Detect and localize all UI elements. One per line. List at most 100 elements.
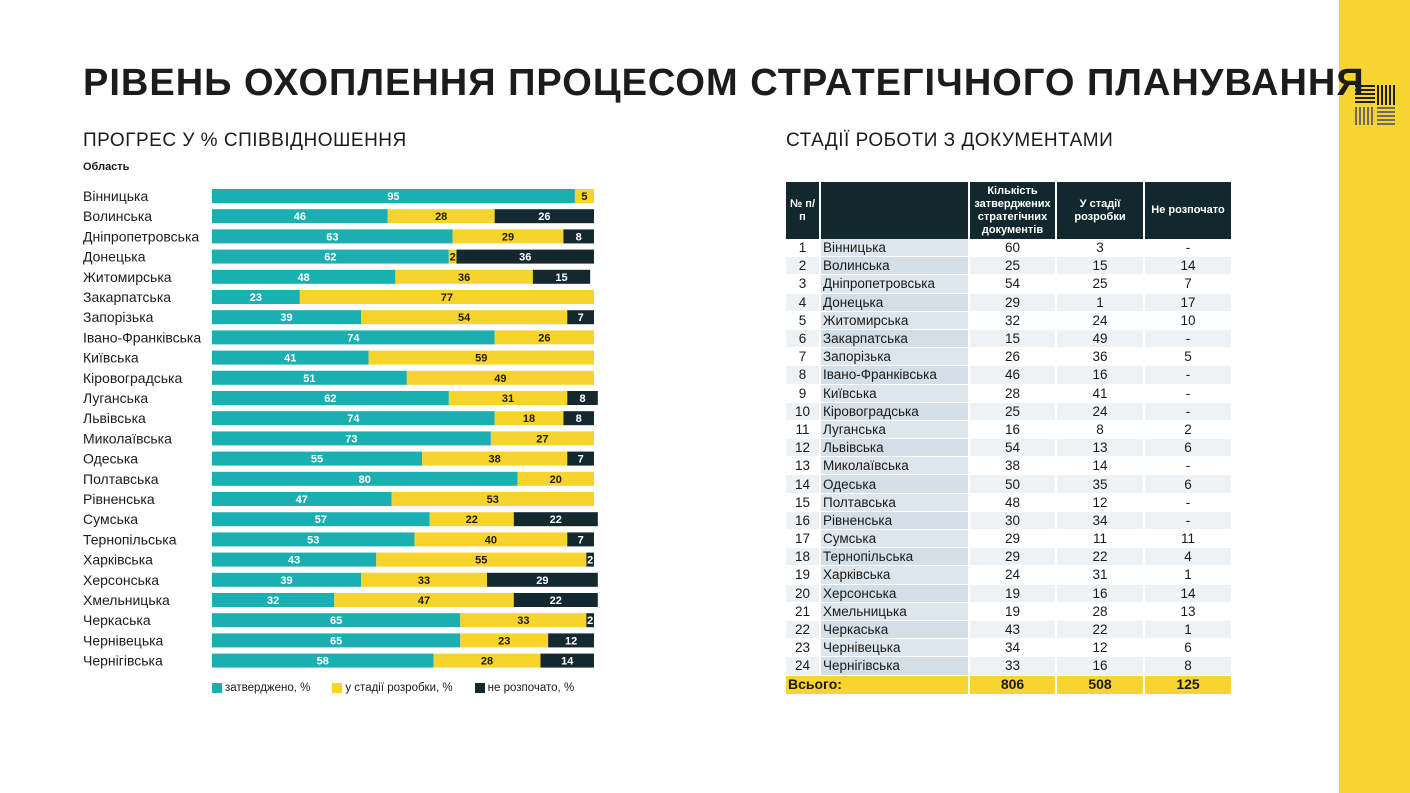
data-label: 62 bbox=[324, 393, 336, 405]
row-region: Хмельницька bbox=[820, 602, 970, 621]
row-in-progress: 35 bbox=[1056, 474, 1145, 494]
row-number: 4 bbox=[786, 293, 821, 312]
data-label: 14 bbox=[561, 656, 574, 668]
row-in-progress: 8 bbox=[1056, 420, 1145, 440]
data-label: 5 bbox=[581, 191, 587, 203]
row-in-progress: 49 bbox=[1056, 329, 1145, 349]
total-not-started: 125 bbox=[1144, 675, 1233, 695]
bar-segment-in-progress bbox=[376, 552, 587, 567]
bar-segment-approved bbox=[212, 370, 407, 385]
accent-side-bar bbox=[1339, 0, 1410, 793]
category-label: Волинська bbox=[83, 208, 152, 224]
row-number: 11 bbox=[786, 420, 821, 440]
row-number: 1 bbox=[786, 239, 821, 258]
bar-segment-not-started bbox=[586, 613, 594, 628]
row-not-started: - bbox=[1144, 365, 1233, 385]
bar-segment-in-progress bbox=[406, 370, 594, 385]
table-row: 12 Львівська 54 13 6 bbox=[786, 438, 1233, 458]
row-region: Сумська bbox=[820, 529, 970, 549]
row-region: Луганська bbox=[820, 420, 970, 440]
bar-segment-not-started bbox=[513, 512, 598, 527]
table-row: 15 Полтавська 48 12- bbox=[786, 493, 1233, 512]
data-label: 62 bbox=[324, 252, 336, 264]
data-label: 2 bbox=[587, 615, 593, 627]
bar-segment-not-started bbox=[540, 653, 594, 668]
data-label: 15 bbox=[555, 272, 567, 284]
data-label: 43 bbox=[288, 555, 300, 567]
bar-segment-approved bbox=[212, 512, 430, 527]
row-region: Харківська bbox=[820, 565, 970, 585]
table-subtitle: СТАДІЇ РОБОТИ З ДОКУМЕНТАМИ bbox=[786, 130, 1114, 151]
bar-segment-not-started bbox=[513, 593, 598, 607]
row-not-started: - bbox=[1144, 329, 1233, 349]
data-label: 23 bbox=[250, 292, 262, 304]
data-label: 23 bbox=[498, 635, 510, 647]
data-label: 47 bbox=[418, 595, 430, 607]
data-label: 8 bbox=[576, 413, 582, 425]
data-label: 58 bbox=[317, 656, 329, 668]
bar-segment-not-started bbox=[456, 249, 594, 264]
row-region: Закарпатська bbox=[820, 329, 970, 349]
bar-segment-in-progress bbox=[368, 350, 594, 365]
bar-segment-approved bbox=[212, 189, 575, 203]
row-not-started: - bbox=[1144, 511, 1233, 531]
row-number: 20 bbox=[786, 584, 821, 603]
category-label: Київська bbox=[83, 350, 139, 366]
row-approved: 60 bbox=[969, 239, 1057, 258]
row-approved: 26 bbox=[969, 347, 1057, 367]
row-approved: 29 bbox=[969, 293, 1057, 312]
bar-segment-in-progress bbox=[452, 229, 564, 244]
category-label: Запорізька bbox=[83, 309, 154, 325]
data-label: 53 bbox=[307, 534, 319, 546]
row-number: 16 bbox=[786, 511, 821, 531]
bar-segment-approved bbox=[212, 350, 369, 365]
row-number: 23 bbox=[786, 638, 821, 658]
row-in-progress: 31 bbox=[1056, 565, 1145, 585]
row-approved: 34 bbox=[969, 638, 1057, 658]
table-total-row: Всього: 806 508 125 bbox=[786, 675, 1233, 695]
bar-segment-not-started bbox=[494, 209, 594, 224]
category-label: Дніпропетровська bbox=[83, 228, 199, 244]
row-approved: 43 bbox=[969, 620, 1057, 640]
data-label: 22 bbox=[550, 595, 562, 607]
data-label: 95 bbox=[387, 191, 399, 203]
row-in-progress: 41 bbox=[1056, 384, 1145, 403]
data-label: 26 bbox=[538, 332, 550, 344]
row-not-started: - bbox=[1144, 456, 1233, 476]
data-label: 73 bbox=[345, 433, 357, 445]
bar-segment-approved bbox=[212, 229, 453, 244]
page-title: РІВЕНЬ ОХОПЛЕННЯ ПРОЦЕСОМ СТРАТЕГІЧНОГО … bbox=[83, 62, 1365, 104]
data-label: 74 bbox=[347, 332, 360, 344]
data-label: 65 bbox=[330, 635, 342, 647]
header-region bbox=[820, 182, 970, 239]
bar-segment-approved bbox=[212, 330, 495, 345]
row-in-progress: 3 bbox=[1056, 239, 1145, 258]
row-in-progress: 12 bbox=[1056, 493, 1145, 512]
bar-segment-in-progress bbox=[494, 330, 594, 345]
row-region: Черкаська bbox=[820, 620, 970, 640]
bar-segment-not-started bbox=[567, 451, 594, 466]
row-number: 21 bbox=[786, 602, 821, 621]
row-in-progress: 22 bbox=[1056, 620, 1145, 640]
row-not-started: 6 bbox=[1144, 438, 1233, 458]
row-number: 8 bbox=[786, 365, 821, 385]
bar-segment-approved bbox=[212, 411, 495, 426]
category-label: Херсонська bbox=[83, 572, 159, 588]
row-in-progress: 14 bbox=[1056, 456, 1145, 476]
row-approved: 54 bbox=[969, 438, 1057, 458]
category-label: Рівненська bbox=[83, 491, 155, 507]
row-approved: 29 bbox=[969, 547, 1057, 567]
data-label: 28 bbox=[481, 656, 493, 668]
row-region: Львівська bbox=[820, 438, 970, 458]
row-number: 7 bbox=[786, 347, 821, 367]
row-in-progress: 34 bbox=[1056, 511, 1145, 531]
data-label: 59 bbox=[475, 353, 487, 365]
bar-segment-in-progress bbox=[460, 633, 549, 648]
table-row: 17 Сумська 29 11 11 bbox=[786, 529, 1233, 549]
row-number: 24 bbox=[786, 656, 821, 676]
category-label: Одеська bbox=[83, 451, 138, 467]
data-label: 22 bbox=[466, 514, 478, 526]
data-label: 63 bbox=[326, 231, 338, 243]
bar-segment-approved bbox=[212, 653, 434, 668]
row-in-progress: 11 bbox=[1056, 529, 1145, 549]
